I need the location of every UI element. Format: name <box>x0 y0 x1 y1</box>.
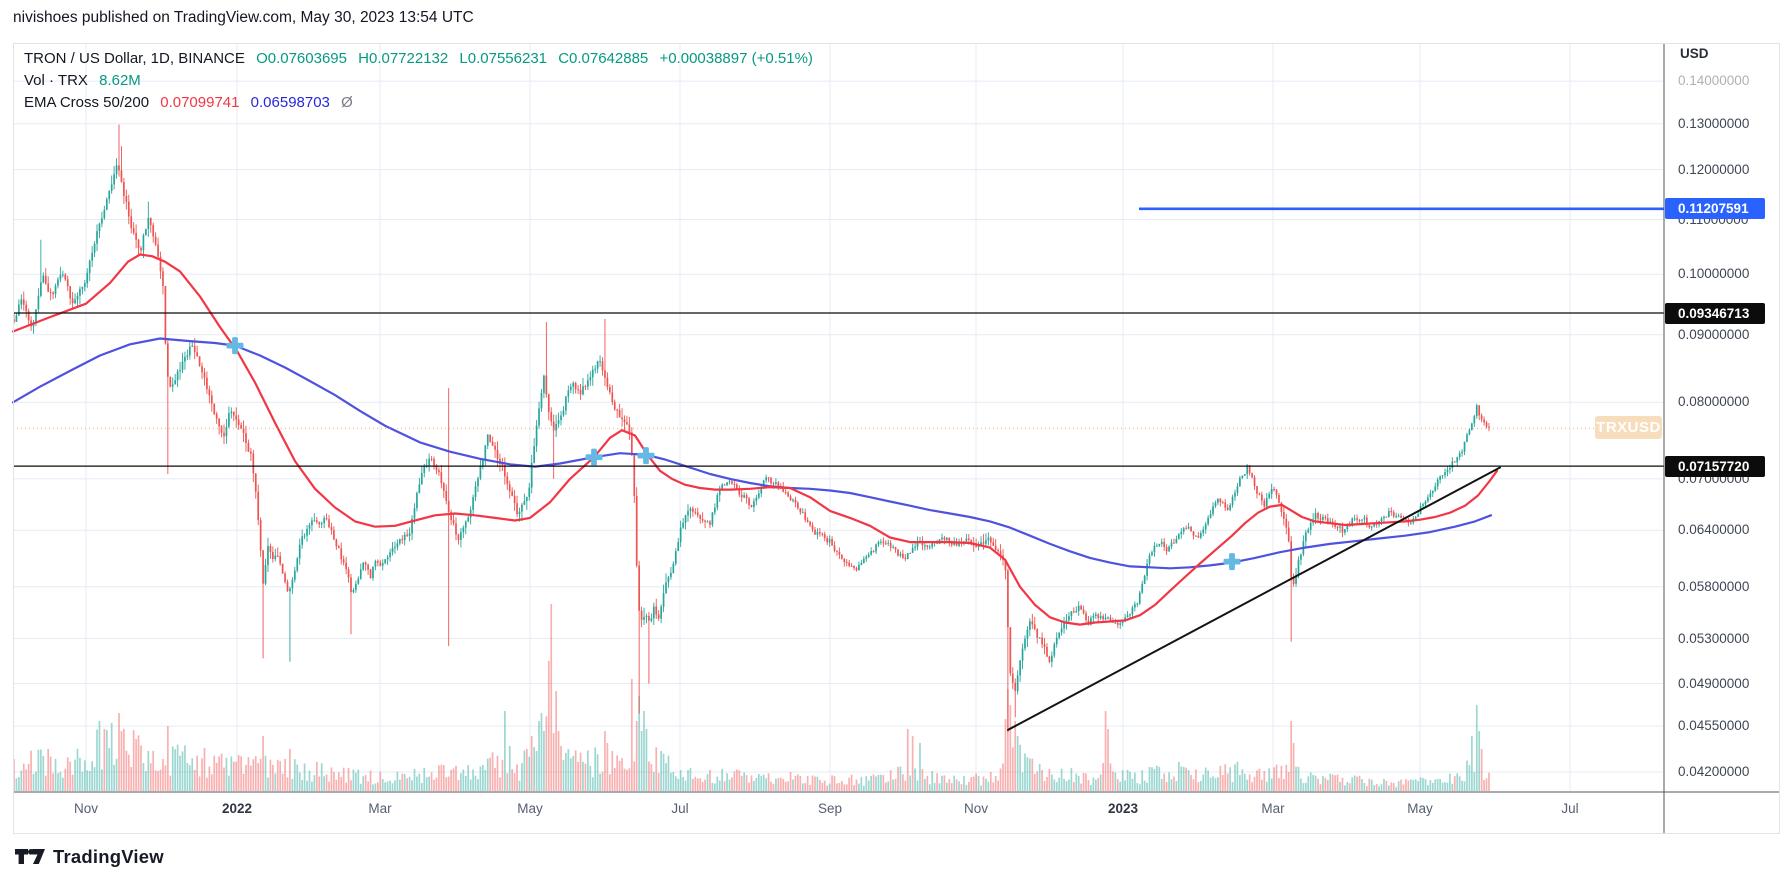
time-axis-month-tick: Jul <box>671 801 689 816</box>
ohlc-open: O0.07603695 <box>256 50 347 67</box>
symbol-watermark-label: TRXUSD <box>1595 416 1662 439</box>
price-axis-tick: 0.09000000 <box>1678 326 1750 342</box>
tradingview-brand-text: TradingView <box>53 846 164 867</box>
legend-symbol-row: TRON / US Dollar, 1D, BINANCE O0.0760369… <box>24 48 820 70</box>
tradingview-logo-icon <box>15 849 45 864</box>
legend-volume-row: Vol · TRX 8.62M <box>24 70 820 92</box>
price-axis-tick: 0.04900000 <box>1678 675 1750 691</box>
ema50-value: 0.07099741 <box>160 94 240 111</box>
indicator-source-icon: Ø <box>341 94 353 111</box>
ema200-value: 0.06598703 <box>250 94 330 111</box>
volume-value: 8.62M <box>99 72 141 89</box>
price-axis-tick: 0.05300000 <box>1678 630 1750 646</box>
chart-legend: TRON / US Dollar, 1D, BINANCE O0.0760369… <box>24 48 820 114</box>
ohlc-low: L0.07556231 <box>459 50 548 67</box>
price-axis-tick: 0.04550000 <box>1678 718 1750 734</box>
price-axis-tick: 0.14000000 <box>1678 73 1750 89</box>
price-axis-currency-label: USD <box>1680 46 1709 61</box>
price-level-badge: 0.09346713 <box>1665 302 1765 324</box>
ohlc-high: H0.07722132 <box>358 50 449 67</box>
time-axis-month-tick: Mar <box>368 801 392 816</box>
time-axis-month-tick: Mar <box>1261 801 1285 816</box>
attribution[interactable]: nivishoes published on TradingView.com, … <box>13 9 474 26</box>
price-axis-tick: 0.13000000 <box>1678 115 1750 131</box>
time-axis-month-tick: Jul <box>1561 801 1579 816</box>
time-axis-year-tick: 2022 <box>221 801 253 816</box>
time-axis-month-tick: Nov <box>963 801 989 816</box>
symbol-title: TRON / US Dollar, 1D, BINANCE <box>24 50 245 67</box>
indicator-label: EMA Cross 50/200 <box>24 94 150 111</box>
time-axis-month-tick: Nov <box>73 801 99 816</box>
legend-indicator-row[interactable]: EMA Cross 50/200 0.07099741 0.06598703 Ø <box>24 92 820 114</box>
price-axis-tick: 0.06400000 <box>1678 522 1750 538</box>
price-axis-tick: 0.05800000 <box>1678 578 1750 594</box>
volume-label: Vol · TRX <box>24 72 88 89</box>
price-axis-tick: 0.08000000 <box>1678 394 1750 410</box>
price-level-badge: 0.07157720 <box>1665 455 1765 477</box>
time-axis-year-tick: 2023 <box>1107 801 1139 816</box>
price-axis-tick: 0.10000000 <box>1678 266 1750 282</box>
price-level-badge: 0.11207591 <box>1665 198 1765 220</box>
time-axis-month-tick: Sep <box>817 801 843 816</box>
time-axis-month-tick: May <box>517 801 543 816</box>
tradingview-footer[interactable]: TradingView <box>15 844 164 870</box>
ohlc-change: +0.00038897 (+0.51%) <box>659 50 813 67</box>
price-axis-tick: 0.04200000 <box>1678 764 1750 779</box>
time-axis-month-tick: May <box>1407 801 1433 816</box>
ohlc-close: C0.07642885 <box>558 50 649 67</box>
price-axis-tick: 0.12000000 <box>1678 161 1750 177</box>
